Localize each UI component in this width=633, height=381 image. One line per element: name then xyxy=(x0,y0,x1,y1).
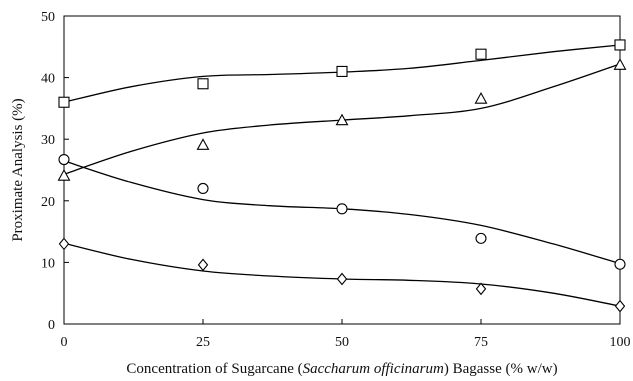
square-marker-1 xyxy=(197,78,209,90)
x-tick-label-3: 75 xyxy=(474,335,488,350)
axis-ticks: 0 25 50 75 100 0 10 20 30 40 50 xyxy=(41,10,631,350)
diamond-marker-4 xyxy=(614,299,626,313)
square-marker-4 xyxy=(614,39,626,51)
y-axis-title: Proximate Analysis (%) xyxy=(10,98,26,241)
triangle-marker-4 xyxy=(613,58,627,70)
x-axis-title-prefix: Concentration of Sugarcane ( xyxy=(126,361,302,377)
diamond-marker-2 xyxy=(336,272,348,286)
x-tick-label-0: 0 xyxy=(61,335,68,350)
diamond-marker-0 xyxy=(58,237,70,251)
triangle-marker-3 xyxy=(474,92,488,104)
y-tick-label-2: 20 xyxy=(41,195,55,210)
diamond-marker-3 xyxy=(475,282,487,296)
data-markers xyxy=(57,39,627,313)
square-marker-0 xyxy=(58,96,70,108)
circle-marker-4 xyxy=(614,258,626,270)
square-marker-2 xyxy=(336,65,348,77)
y-tick-label-5: 50 xyxy=(41,10,55,25)
circle-marker-1 xyxy=(197,182,209,195)
x-tick-label-2: 50 xyxy=(335,335,349,350)
triangle-marker-2 xyxy=(335,113,349,126)
circle-marker-3 xyxy=(475,232,487,244)
diamond-marker-1 xyxy=(197,258,209,272)
x-tick-label-1: 25 xyxy=(196,335,210,350)
circle-marker-2 xyxy=(336,203,348,215)
x-axis-title-suffix: ) Bagasse (% w/w) xyxy=(444,361,558,377)
triangle-marker-1 xyxy=(196,138,210,150)
square-marker-3 xyxy=(475,48,487,60)
x-tick-label-4: 100 xyxy=(610,335,631,350)
y-tick-label-3: 30 xyxy=(41,133,55,148)
x-axis-title: Concentration of Sugarcane (Saccharum of… xyxy=(126,361,557,377)
triangle-marker-0 xyxy=(57,169,71,181)
y-tick-label-0: 0 xyxy=(48,318,55,333)
trend-lines xyxy=(63,44,621,307)
circle-marker-0 xyxy=(58,153,70,166)
x-axis-title-italic: Saccharum officinarum xyxy=(303,361,444,377)
y-tick-label-4: 40 xyxy=(41,72,55,87)
y-tick-label-1: 10 xyxy=(41,256,55,271)
